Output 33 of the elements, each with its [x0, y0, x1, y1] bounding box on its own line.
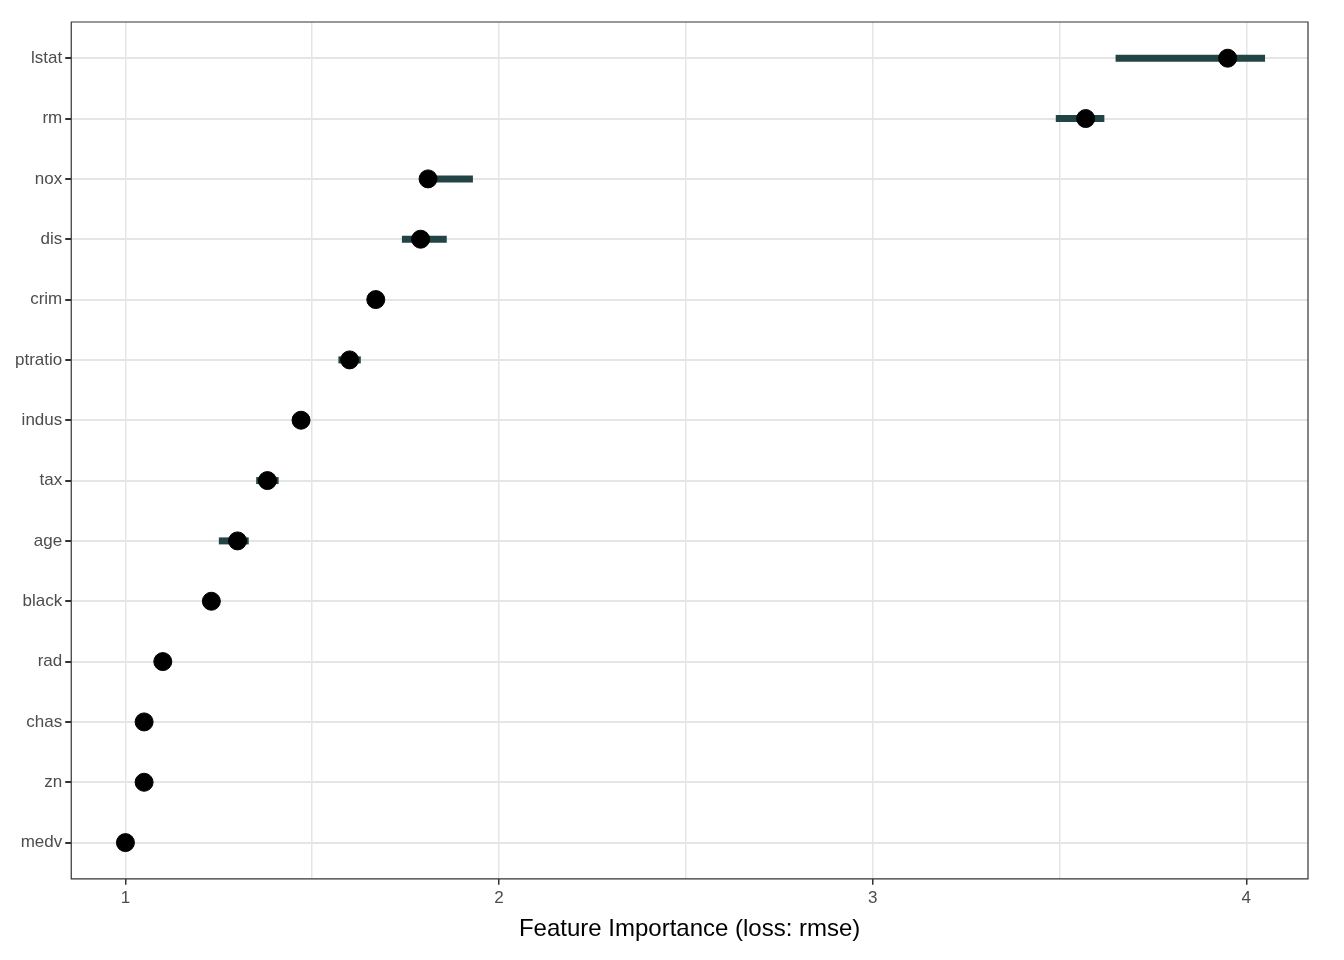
- y-tick-label: dis: [40, 228, 63, 248]
- y-tick-label: rad: [37, 651, 63, 671]
- point: [340, 350, 360, 370]
- y-tick-label: zn: [44, 771, 63, 791]
- x-tick-label: 2: [494, 887, 504, 907]
- y-tick-label: age: [33, 530, 63, 550]
- y-tick-label: lstat: [31, 47, 63, 67]
- y-tick-label: black: [22, 590, 63, 610]
- point: [115, 833, 135, 853]
- x-tick-label: 3: [867, 887, 878, 907]
- point: [201, 591, 221, 611]
- point: [418, 169, 438, 189]
- point: [291, 410, 311, 430]
- point: [228, 531, 248, 551]
- point: [153, 652, 173, 672]
- point: [366, 290, 386, 310]
- y-tick-label: tax: [39, 470, 63, 490]
- x-tick-label: 4: [1241, 887, 1252, 907]
- point: [1218, 48, 1238, 68]
- point: [134, 712, 154, 732]
- x-tick-label: 1: [120, 887, 131, 907]
- y-tick-label: rm: [42, 108, 63, 128]
- y-tick-label: chas: [26, 711, 63, 731]
- x-axis-title: Feature Importance (loss: rmse): [518, 914, 861, 942]
- y-tick-label: nox: [34, 168, 63, 188]
- y-tick-label: ptratio: [15, 349, 63, 369]
- point: [134, 772, 154, 792]
- y-tick-label: indus: [21, 409, 63, 429]
- y-tick-label: crim: [30, 289, 63, 309]
- y-tick-label: medv: [20, 832, 63, 852]
- point: [257, 471, 277, 491]
- point: [411, 229, 431, 249]
- point: [1076, 109, 1096, 129]
